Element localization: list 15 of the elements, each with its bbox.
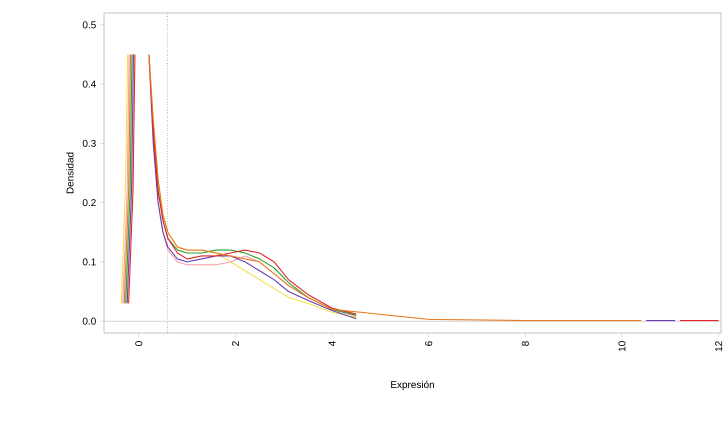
y-tick-label: 0.3 bbox=[82, 140, 96, 147]
y-tick-label: 0.0 bbox=[82, 318, 96, 325]
x-tick-label: 0 bbox=[135, 341, 142, 346]
y-tick-label: 0.2 bbox=[82, 199, 96, 206]
x-tick-label: 12 bbox=[715, 341, 722, 352]
x-tick-label: 10 bbox=[618, 341, 626, 352]
x-tick-label: 4 bbox=[328, 341, 336, 346]
y-tick-label: 0.1 bbox=[82, 258, 96, 266]
x-tick-label: 8 bbox=[522, 341, 529, 346]
x-axis-title: Expresión bbox=[391, 380, 434, 390]
y-tick-label: 0.5 bbox=[82, 21, 96, 28]
y-axis-title: Densidad bbox=[66, 152, 74, 194]
x-tick-label: 2 bbox=[232, 341, 239, 346]
x-tick-label: 6 bbox=[425, 341, 432, 346]
y-tick-label: 0.4 bbox=[82, 80, 96, 88]
